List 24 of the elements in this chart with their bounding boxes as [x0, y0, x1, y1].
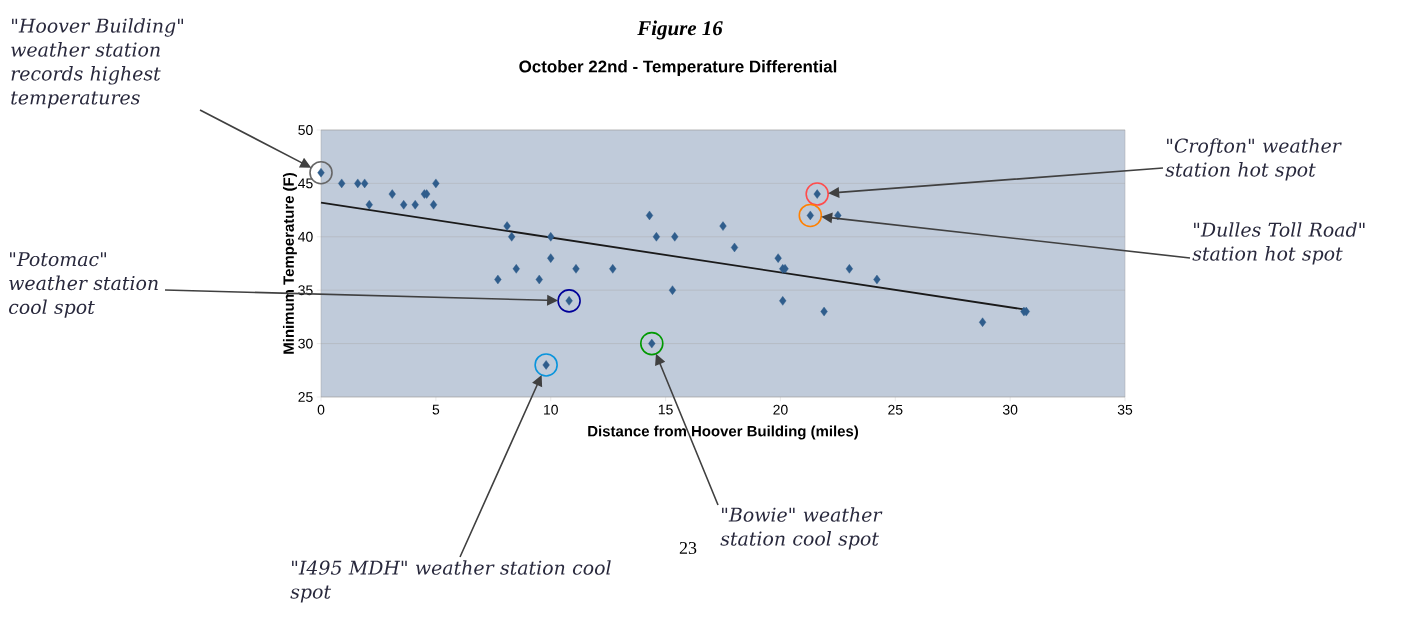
- y-tick-label: 50: [298, 125, 313, 135]
- y-axis-title: Minimum Temperature (F): [282, 173, 297, 354]
- text: "Crofton" weather station hot spot: [1165, 138, 1342, 181]
- y-tick-label: 40: [298, 231, 313, 242]
- text: "I495 MDH" weather station cool spot: [290, 560, 611, 603]
- text: "Hoover Building" weather station records highest temperatures: [11, 18, 183, 109]
- x-tick-label: 30: [1002, 404, 1018, 415]
- x-tick-label: 25: [888, 404, 903, 415]
- y-tick-label: 45: [298, 178, 313, 189]
- x-axis-title: Distance from Hoover Building (miles): [588, 425, 859, 440]
- y-tick-label: 25: [298, 392, 313, 402]
- chart-subtitle: October 22nd - Temperature Differential: [519, 60, 837, 76]
- x-tick-label: 0: [317, 404, 325, 415]
- text: "Potomac" weather station cool spot: [9, 252, 158, 318]
- chart-title: Figure 16: [637, 20, 723, 40]
- y-tick-label: 30: [298, 338, 313, 349]
- x-tick-label: 20: [773, 404, 788, 415]
- x-tick-label: 35: [1117, 404, 1133, 415]
- text: 23: [679, 541, 697, 555]
- x-tick-label: 5: [432, 404, 440, 415]
- text: "Bowie" weather station cool spot: [720, 507, 883, 550]
- x-tick-label: 15: [658, 404, 673, 415]
- text: "Dulles Toll Road" station hot spot: [1192, 222, 1365, 265]
- x-tick-label: 10: [544, 404, 558, 415]
